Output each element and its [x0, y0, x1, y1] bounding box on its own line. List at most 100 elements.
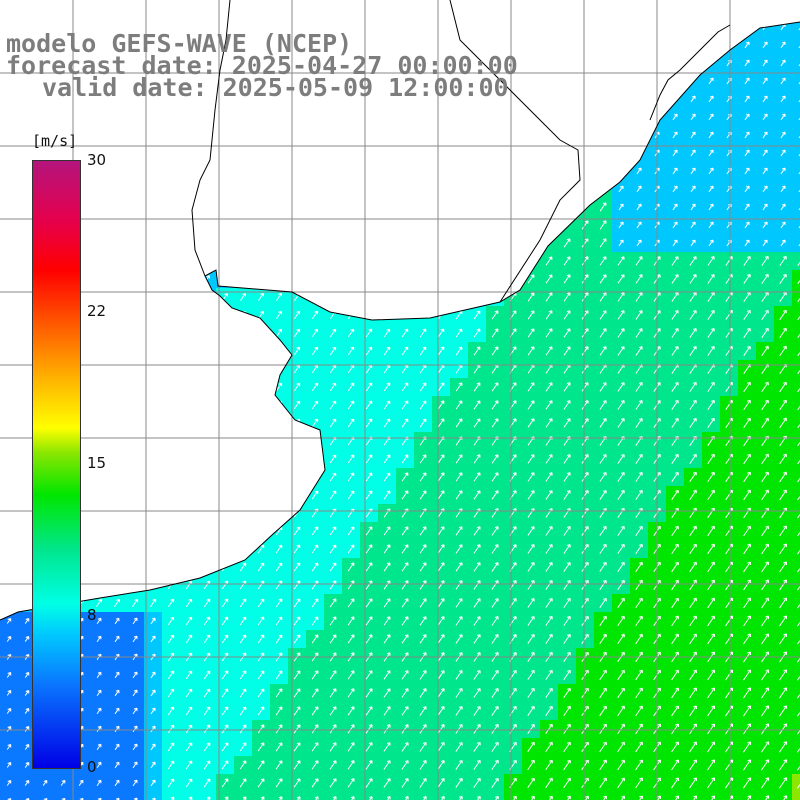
wind-arrow — [150, 185, 156, 193]
wind-arrow — [150, 275, 156, 283]
valid-date: valid date: 2025-05-09 12:00:00 — [42, 73, 509, 102]
wind-arrow — [455, 328, 463, 338]
wind-arrow — [257, 544, 265, 554]
wind-arrow — [563, 274, 571, 284]
wind-arrow — [491, 184, 499, 194]
wind-arrow — [599, 561, 607, 572]
wind-arrow — [491, 490, 499, 500]
wind-arrow — [240, 185, 246, 193]
wind-arrow — [132, 437, 138, 445]
wind-arrow — [221, 508, 229, 518]
wind-arrow — [167, 598, 175, 608]
wind-cell — [792, 432, 800, 450]
wind-cell — [396, 22, 414, 36]
wind-cell — [792, 756, 800, 774]
wind-cell — [792, 234, 800, 252]
wind-cell — [90, 252, 108, 270]
wind-arrow — [438, 40, 445, 49]
wind-arrow — [132, 149, 138, 157]
wind-arrow — [276, 238, 282, 247]
wind-arrow — [311, 580, 319, 590]
wind-cell — [126, 306, 144, 324]
wind-cell — [108, 198, 126, 216]
wind-arrow — [168, 113, 174, 121]
wind-arrow — [329, 454, 337, 464]
wind-arrow — [421, 5, 426, 12]
wind-cell — [288, 0, 306, 18]
wind-cell — [144, 324, 162, 342]
wind-cell — [306, 288, 324, 306]
wind-arrow — [762, 221, 768, 229]
wind-arrow — [186, 400, 192, 409]
wind-cell — [306, 450, 324, 468]
wind-arrow — [527, 615, 535, 626]
wind-arrow — [402, 166, 409, 176]
wind-arrow — [383, 292, 391, 302]
wind-arrow — [7, 6, 11, 11]
wind-arrow — [672, 167, 678, 175]
wind-cell — [432, 234, 450, 252]
wind-arrow — [258, 382, 265, 391]
wind-arrow — [186, 239, 192, 247]
wind-arrow — [437, 238, 445, 248]
wind-arrow — [293, 454, 301, 464]
wind-arrow — [708, 203, 714, 211]
wind-arrow — [114, 113, 120, 121]
wind-arrow — [311, 526, 319, 536]
wind-arrow — [671, 274, 679, 284]
wind-cell — [414, 198, 432, 216]
wind-arrow — [781, 6, 785, 12]
wind-arrow — [222, 490, 229, 500]
wind-arrow — [132, 131, 138, 139]
wind-arrow — [366, 238, 373, 248]
wind-arrow — [491, 418, 499, 428]
wind-cell — [630, 22, 648, 36]
wind-arrow — [96, 562, 102, 571]
wind-arrow — [599, 274, 607, 284]
wind-arrow — [617, 310, 625, 320]
wind-cell — [144, 126, 162, 144]
wind-arrow — [545, 562, 553, 572]
wind-arrow — [707, 471, 715, 483]
wind-cell — [126, 180, 144, 198]
wind-cell — [576, 22, 594, 36]
wind-arrow — [312, 184, 318, 193]
wind-arrow — [185, 616, 193, 626]
wind-arrow — [239, 544, 247, 554]
wind-arrow — [797, 633, 800, 645]
wind-arrow — [455, 256, 463, 266]
wind-arrow — [635, 615, 643, 627]
wind-arrow — [222, 472, 229, 482]
wind-cell — [792, 594, 800, 612]
wind-arrow — [366, 220, 373, 230]
wind-cell — [576, 90, 594, 108]
wind-cell — [270, 270, 288, 288]
wind-cell — [0, 396, 18, 414]
wind-arrow — [455, 220, 463, 230]
wind-arrow — [419, 274, 427, 284]
wind-arrow — [617, 471, 625, 482]
wind-cell — [414, 108, 432, 126]
wind-arrow — [312, 328, 319, 338]
wind-arrow — [114, 257, 120, 265]
wind-arrow — [419, 220, 427, 230]
wind-arrow — [204, 239, 210, 247]
wind-cell — [324, 234, 342, 252]
wind-cell — [792, 72, 800, 90]
wind-cell — [270, 414, 288, 432]
wind-arrow — [186, 364, 192, 373]
wind-cell — [234, 306, 252, 324]
wind-arrow — [689, 381, 697, 392]
wind-cell — [108, 180, 126, 198]
wind-arrow — [707, 489, 715, 501]
wind-arrow — [6, 167, 12, 175]
wind-arrow — [186, 490, 193, 499]
wind-cell — [792, 342, 800, 360]
wind-arrow — [114, 329, 120, 337]
wind-arrow — [24, 221, 30, 229]
wind-arrow — [419, 544, 427, 554]
wind-arrow — [473, 598, 481, 608]
wind-arrow — [708, 185, 714, 193]
wind-cell — [252, 270, 270, 288]
wind-arrow — [581, 40, 589, 50]
